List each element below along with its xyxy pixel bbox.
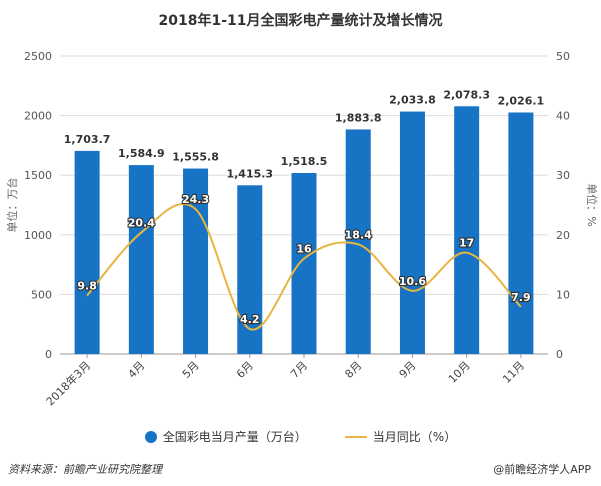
- line-data-label: 24.3: [182, 193, 209, 206]
- line-data-label: 16: [296, 243, 312, 256]
- legend-item-line[interactable]: 当月同比（%）: [344, 428, 457, 445]
- y2-tick-label: 10: [556, 288, 570, 301]
- y2-tick-label: 0: [556, 348, 563, 361]
- legend-dot-icon: [144, 430, 157, 443]
- line-data-label: 10.6: [399, 275, 426, 288]
- bar-data-label: 2,078.3: [443, 88, 490, 101]
- x-tick-label: 6月: [234, 359, 256, 381]
- bar: [454, 106, 480, 355]
- y-tick-label: 1000: [24, 229, 52, 242]
- x-tick-label: 10月: [446, 359, 473, 386]
- line-series: [86, 202, 522, 331]
- legend-line-icon: [344, 435, 367, 438]
- app-credit: @前瞻经济学人APP: [493, 463, 591, 476]
- bar-data-label: 1,703.7: [64, 133, 111, 146]
- bar: [128, 165, 154, 354]
- bar: [508, 112, 534, 354]
- chart-title: 2018年1-11月全国彩电产量统计及增长情况: [158, 13, 443, 29]
- line-data-label: 18.4: [345, 228, 372, 241]
- line-data-label: 4.2: [240, 313, 260, 326]
- bar: [291, 172, 317, 354]
- x-tick-label: 9月: [397, 359, 419, 381]
- bar-data-label: 1,518.5: [281, 155, 328, 168]
- source-note: 资料来源：前瞻产业研究院整理: [8, 463, 162, 476]
- legend-label: 全国彩电当月产量（万台）: [162, 430, 307, 444]
- legend: 全国彩电当月产量（万台） 当月同比（%）: [0, 428, 601, 445]
- y2-tick-label: 20: [556, 229, 570, 242]
- bar: [399, 111, 425, 354]
- line-data-label: 17: [459, 237, 474, 250]
- x-tick-label: 2018年3月: [43, 358, 93, 408]
- y2-tick-label: 50: [556, 50, 570, 63]
- bar: [74, 150, 100, 354]
- x-tick-label: 5月: [180, 359, 202, 381]
- chart-svg: 0 500 1000 1500 2000 2500 0 10 20 30 40 50 单位：万台 单位：%…: [5, 50, 599, 408]
- y-axis-label: 单位：万台: [5, 178, 19, 233]
- line-data-label: 20.4: [128, 216, 155, 229]
- line-data-label: 9.8: [77, 280, 97, 293]
- y-tick-label: 2500: [24, 50, 52, 63]
- bar-data-label: 1,555.8: [172, 151, 219, 164]
- y-tick-label: 2000: [24, 110, 52, 123]
- y-tick-label: 1500: [24, 169, 52, 182]
- bar: [183, 168, 209, 354]
- bar-data-label: 2,033.8: [389, 94, 436, 107]
- bar-data-label: 1,883.8: [335, 111, 382, 124]
- bar: [237, 185, 263, 354]
- y2-tick-label: 30: [556, 169, 570, 182]
- bar-data-label: 1,584.9: [118, 147, 165, 160]
- line-data-label: 7.9: [511, 291, 531, 304]
- bar-data-label: 2,026.1: [498, 94, 545, 107]
- y2-axis-label: 单位：%: [585, 183, 599, 226]
- y-tick-label: 0: [45, 348, 52, 361]
- x-tick-label: 8月: [342, 359, 364, 381]
- bar-data-label: 1,415.3: [226, 167, 273, 180]
- x-tick-label: 4月: [126, 359, 148, 381]
- y2-tick-label: 40: [556, 110, 570, 123]
- x-tick-label: 11月: [500, 359, 527, 386]
- legend-label: 当月同比（%）: [372, 430, 457, 444]
- x-tick-label: 7月: [288, 359, 310, 381]
- y-tick-label: 500: [31, 288, 52, 301]
- legend-item-bar[interactable]: 全国彩电当月产量（万台）: [144, 428, 307, 445]
